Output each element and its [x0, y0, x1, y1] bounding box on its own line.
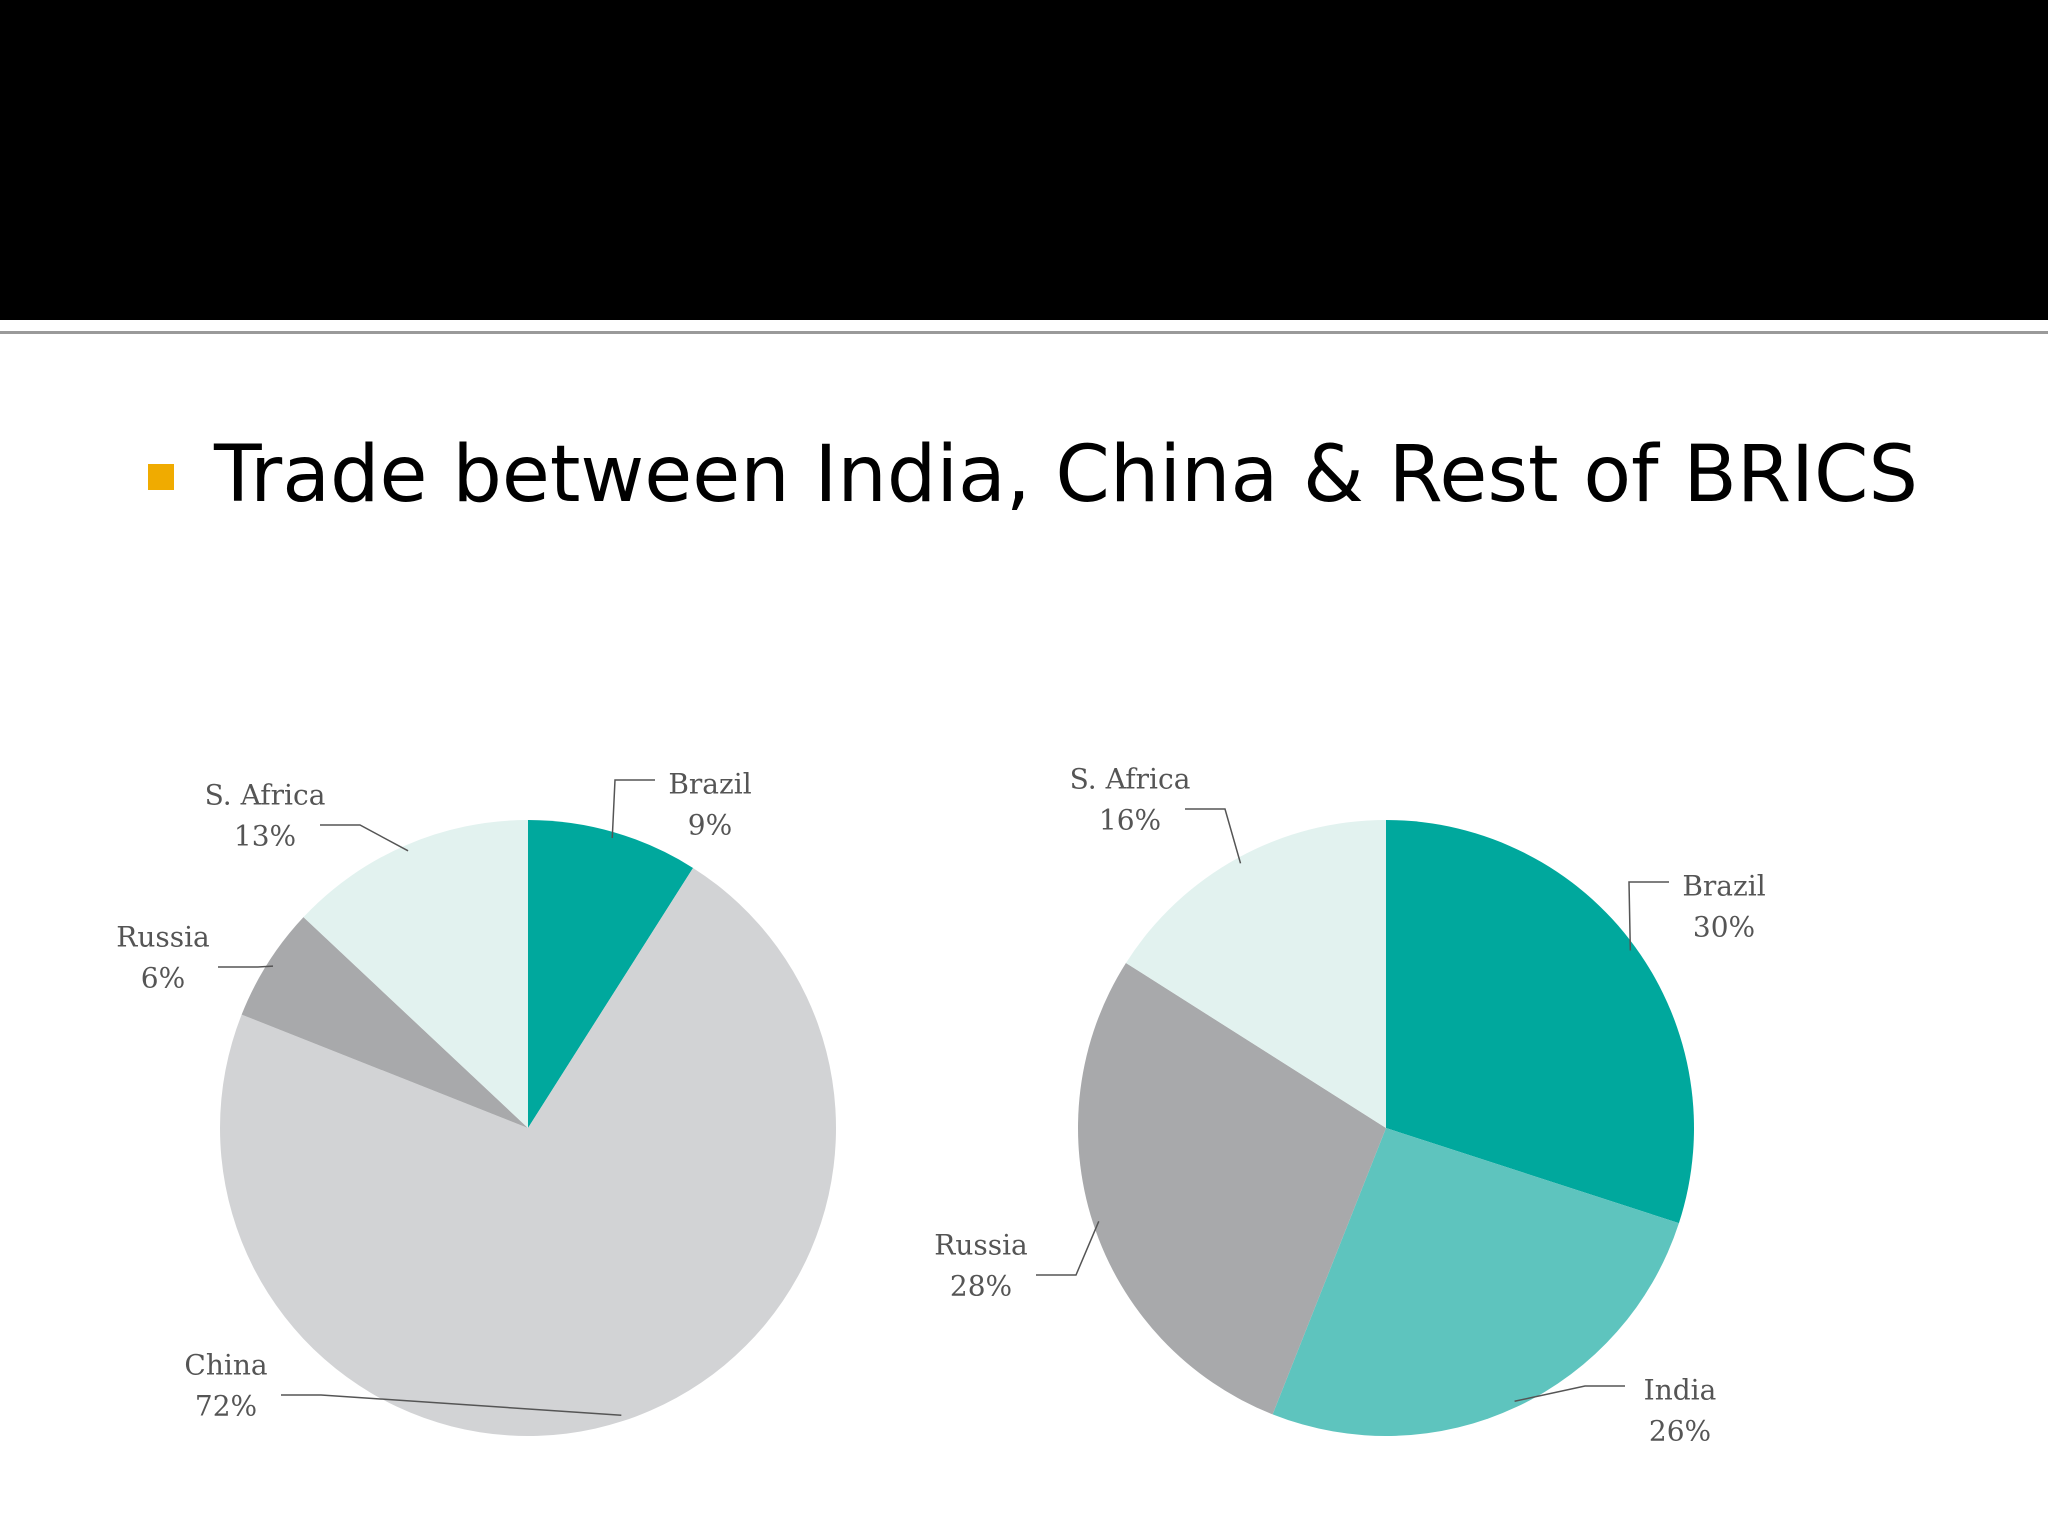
bullet-text: Trade between India, China & Rest of BRI… — [214, 430, 1919, 520]
slice-name: Brazil — [1682, 870, 1765, 903]
slice-value: 16% — [1099, 804, 1161, 837]
leader-line — [1514, 1385, 1625, 1402]
slice-name: Russia — [934, 1229, 1028, 1262]
slice-value: 13% — [234, 820, 296, 853]
pie-slice — [1125, 820, 1386, 1128]
pie-slice — [1078, 962, 1386, 1415]
slice-name: S. Africa — [205, 779, 326, 812]
slice-name: S. Africa — [1070, 763, 1191, 796]
pie-slice — [1272, 1128, 1679, 1437]
slice-value: 30% — [1693, 911, 1755, 944]
slice-name: India — [1644, 1374, 1717, 1407]
leader-line — [1036, 1221, 1100, 1276]
pie-slice — [1386, 820, 1694, 1224]
slice-value: 9% — [688, 809, 732, 842]
slice-value: 6% — [141, 962, 185, 995]
leader-line — [218, 965, 274, 968]
slice-value: 28% — [950, 1270, 1012, 1303]
pie-slice — [303, 820, 528, 1128]
slice-name: China — [184, 1349, 267, 1382]
header-bar — [0, 0, 2048, 320]
slice-name: Russia — [116, 921, 210, 954]
slice-name: Brazil — [668, 768, 751, 801]
leader-line — [1628, 881, 1669, 951]
slice-value: 72% — [195, 1390, 257, 1423]
slice-value: 26% — [1649, 1415, 1711, 1448]
pie-slice — [241, 917, 528, 1128]
leader-line — [611, 779, 655, 839]
leader-line — [320, 824, 409, 852]
pie-slice — [219, 867, 836, 1436]
pie-slice — [528, 820, 694, 1128]
leader-line — [1185, 808, 1242, 864]
header-rule — [0, 331, 2048, 334]
leader-line — [281, 1394, 622, 1416]
bullet-marker — [148, 464, 174, 490]
